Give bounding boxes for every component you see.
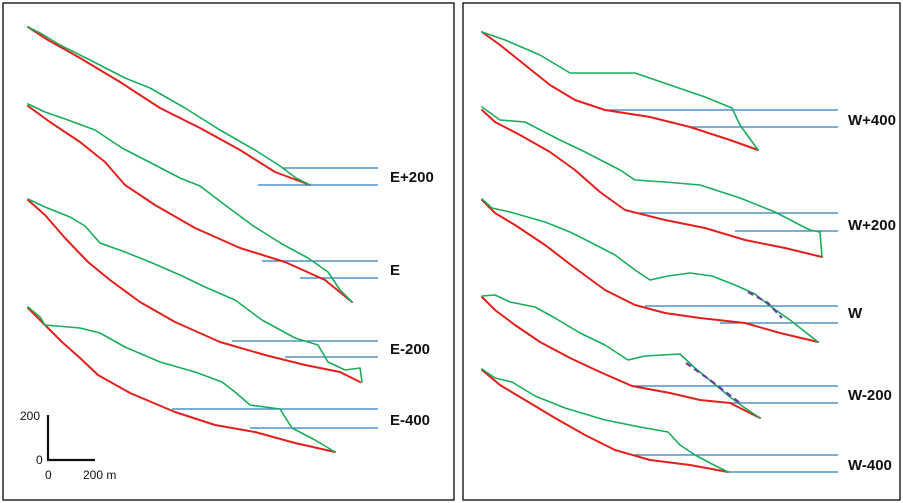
profile-w-minus-400: W-400 xyxy=(481,368,892,474)
scale-horizontal-zero: 0 xyxy=(45,468,52,482)
green-profile-line xyxy=(481,31,759,151)
red-profile-line xyxy=(481,31,759,151)
red-profile-line xyxy=(27,105,353,303)
profile-label: W-400 xyxy=(848,457,892,474)
profile-label: E xyxy=(390,262,400,279)
scale-bar: 200 0 0 200 m xyxy=(20,409,116,482)
profile-e-minus-400: E-400 xyxy=(27,306,430,453)
red-profile-line xyxy=(481,296,761,419)
green-profile-line xyxy=(481,368,729,473)
red-profile-line xyxy=(27,307,336,453)
profile-e-minus-200: E-200 xyxy=(27,198,430,383)
green-profile-line xyxy=(27,103,353,303)
red-profile-line xyxy=(481,109,823,258)
profile-label: W-200 xyxy=(848,387,892,404)
dashed-feature-line xyxy=(747,291,783,319)
profile-w: W xyxy=(481,198,863,343)
profile-label: E-400 xyxy=(390,412,430,429)
profile-w-minus-200: W-200 xyxy=(481,294,892,419)
profile-label: W+200 xyxy=(848,217,896,234)
scale-horizontal-label: 200 m xyxy=(83,468,116,482)
left-panel-frame xyxy=(2,2,455,501)
green-profile-line xyxy=(481,106,823,258)
profile-e: E xyxy=(27,103,400,303)
profile-label: W xyxy=(848,305,863,322)
red-profile-line xyxy=(27,199,361,383)
scale-vertical-label: 200 xyxy=(20,409,40,423)
profile-w-plus-400: W+400 xyxy=(481,31,896,151)
profile-w-plus-200: W+200 xyxy=(481,106,896,258)
green-profile-line xyxy=(27,306,336,453)
profile-label: W+400 xyxy=(848,112,896,129)
green-profile-line xyxy=(481,294,761,419)
scale-origin-label: 0 xyxy=(36,453,43,467)
dashed-feature-line xyxy=(685,362,741,404)
red-profile-line xyxy=(481,369,729,473)
profile-label: E-200 xyxy=(390,341,430,358)
green-profile-line xyxy=(27,26,311,186)
profile-e-plus-200: E+200 xyxy=(27,26,434,186)
green-profile-line xyxy=(27,198,363,383)
red-profile-line xyxy=(481,199,819,343)
scale-bar-axes xyxy=(46,415,95,462)
red-profile-line xyxy=(27,26,311,186)
right-panel-frame xyxy=(462,2,901,501)
profile-label: E+200 xyxy=(390,169,434,186)
